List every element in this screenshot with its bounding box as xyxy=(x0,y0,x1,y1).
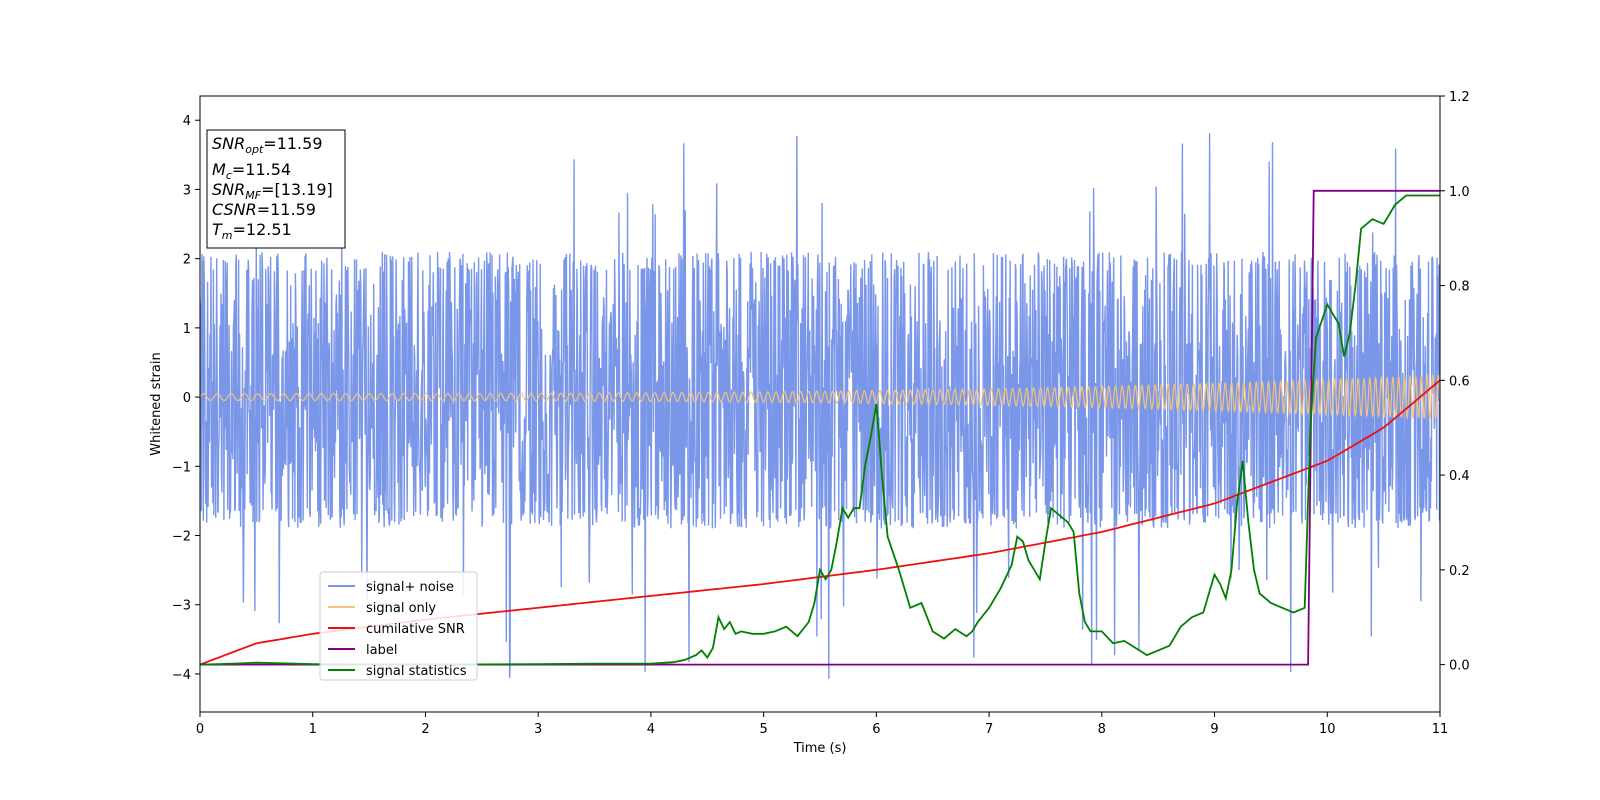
y2-tick-label: 0.8 xyxy=(1449,280,1470,295)
noise-line xyxy=(200,133,1440,679)
y-tick-label: 2 xyxy=(183,253,191,268)
series-signal-only xyxy=(200,373,1440,420)
annotation-subscript: MF xyxy=(245,189,261,202)
annotation-line: SNRopt=11.59 xyxy=(212,134,323,156)
annotation-line: CSNR=11.59 xyxy=(212,200,316,219)
legend-frame xyxy=(319,571,478,681)
y-tick-label: −4 xyxy=(172,668,191,683)
y-tick-label: 3 xyxy=(183,183,191,198)
annotation-symbol: M xyxy=(212,160,226,179)
y-axis-left: −4 −3 −2 −1 0 1 2 3 4 xyxy=(172,114,200,683)
y-tick-label: −3 xyxy=(172,599,191,614)
y2-tick-label: 0.0 xyxy=(1449,659,1470,674)
x-tick-label: 8 xyxy=(1098,722,1106,737)
annotation-symbol: SNR xyxy=(212,180,245,199)
y2-tick-label: 0.2 xyxy=(1449,564,1470,579)
y2-tick-label: 0.6 xyxy=(1449,374,1470,389)
y-tick-label: −2 xyxy=(172,530,191,545)
annotation-line: Mc=11.54 xyxy=(212,160,291,182)
y-axis-label: Whitened strain xyxy=(149,352,164,455)
y-tick-label: 0 xyxy=(183,391,191,406)
y-tick-label: 1 xyxy=(183,322,191,337)
y2-tick-label: 1.2 xyxy=(1449,90,1470,105)
x-tick-label: 3 xyxy=(534,722,542,737)
x-tick-label: 0 xyxy=(196,722,204,737)
annotation-symbol: CSNR xyxy=(212,200,257,219)
annotation-value: =12.51 xyxy=(233,220,292,239)
series-signal-noise xyxy=(200,133,1440,679)
legend-label: label xyxy=(366,643,397,658)
x-tick-label: 4 xyxy=(647,722,655,737)
annotation-subscript: m xyxy=(222,229,233,242)
annotation-symbol: SNR xyxy=(212,134,245,153)
legend: signal+ noise signal only cumilative SNR la… xyxy=(319,571,478,681)
annotation-symbol: T xyxy=(212,220,223,239)
x-tick-label: 9 xyxy=(1210,722,1218,737)
x-tick-label: 11 xyxy=(1432,722,1449,737)
y-tick-label: 4 xyxy=(183,114,191,129)
series-signal-statistics xyxy=(200,194,1440,666)
annotation-value: =11.54 xyxy=(232,160,291,179)
y2-tick-label: 1.0 xyxy=(1449,185,1470,200)
x-axis: 0 1 2 3 4 5 6 7 8 9 10 11 xyxy=(196,712,1448,737)
legend-label: signal statistics xyxy=(366,664,467,679)
signal-statistics-line xyxy=(200,194,1440,666)
annotation-subscript: c xyxy=(226,169,232,182)
y-axis-right: 0.0 0.2 0.4 0.6 0.8 1.0 1.2 xyxy=(1440,90,1470,674)
annotation-subscript: opt xyxy=(245,143,264,156)
x-tick-label: 2 xyxy=(421,722,429,737)
chirp-line xyxy=(200,373,1440,420)
annotation-box: SNRopt=11.59Mc=11.54SNRMF=[13.19]CSNR=11… xyxy=(206,129,346,249)
x-tick-label: 5 xyxy=(759,722,767,737)
annotation-line: SNRMF=[13.19] xyxy=(212,180,333,202)
annotation-value: =11.59 xyxy=(257,200,316,219)
plot-frame xyxy=(199,95,1441,713)
annotation-line: Tm=12.51 xyxy=(212,220,292,242)
annotation-value: =11.59 xyxy=(263,134,322,153)
annotation-value: =[13.19] xyxy=(261,180,333,199)
x-tick-label: 1 xyxy=(309,722,317,737)
y2-tick-label: 0.4 xyxy=(1449,469,1470,484)
x-tick-label: 10 xyxy=(1319,722,1336,737)
x-tick-label: 6 xyxy=(872,722,880,737)
y-tick-label: −1 xyxy=(172,460,191,475)
legend-items: signal+ noise signal only cumilative SNR la… xyxy=(328,580,467,679)
x-tick-label: 7 xyxy=(985,722,993,737)
x-axis-label: Time (s) xyxy=(793,741,847,756)
legend-label: signal+ noise xyxy=(366,580,454,595)
legend-label: signal only xyxy=(366,601,436,616)
annotation-lines: SNRopt=11.59Mc=11.54SNRMF=[13.19]CSNR=11… xyxy=(212,134,333,242)
legend-label: cumilative SNR xyxy=(366,622,465,637)
annotation-frame xyxy=(206,129,346,249)
